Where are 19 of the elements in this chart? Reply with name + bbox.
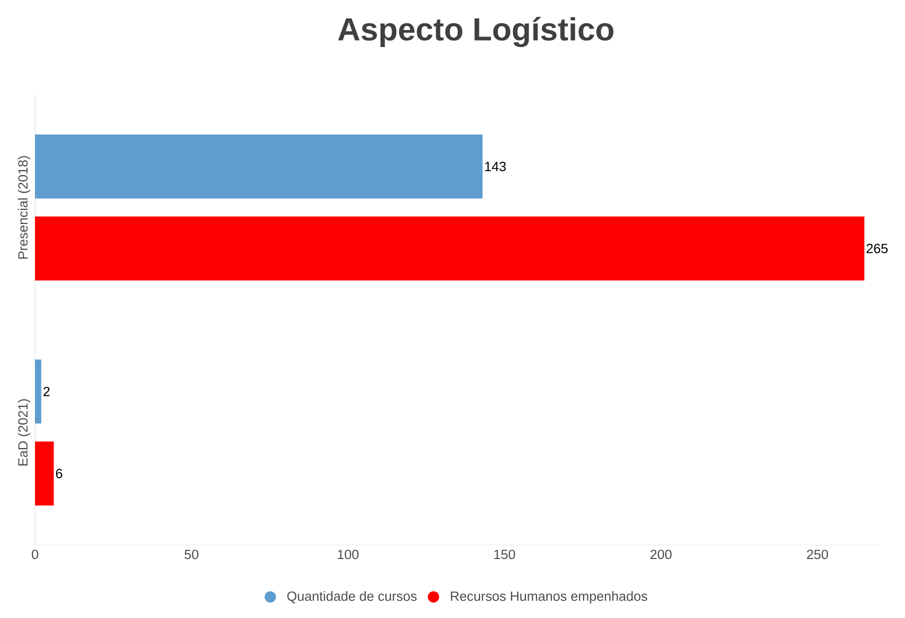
data-label: 143 bbox=[485, 162, 506, 172]
data-label: 2 bbox=[44, 386, 50, 396]
data-label: 6 bbox=[56, 468, 62, 478]
bar bbox=[35, 216, 864, 280]
bar bbox=[35, 441, 54, 506]
legend-label: Recursos Humanos empenhados bbox=[450, 591, 648, 604]
x-tick-label: 250 bbox=[806, 550, 828, 560]
x-tick-label: 0 bbox=[32, 550, 38, 560]
y-tick-label: EaD (2021) bbox=[18, 399, 30, 466]
bar bbox=[35, 134, 483, 198]
x-tick-label: 200 bbox=[650, 550, 672, 560]
chart-title: Aspecto Logístico bbox=[338, 16, 614, 48]
y-tick-label: Presencial (2018) bbox=[18, 156, 30, 259]
legend-label: Quantidade de cursos bbox=[287, 591, 417, 604]
x-tick-label: 50 bbox=[184, 550, 198, 560]
x-tick-label: 100 bbox=[338, 550, 359, 560]
x-tick-label: 150 bbox=[494, 550, 516, 560]
data-label: 265 bbox=[866, 244, 888, 254]
bar bbox=[35, 360, 42, 424]
